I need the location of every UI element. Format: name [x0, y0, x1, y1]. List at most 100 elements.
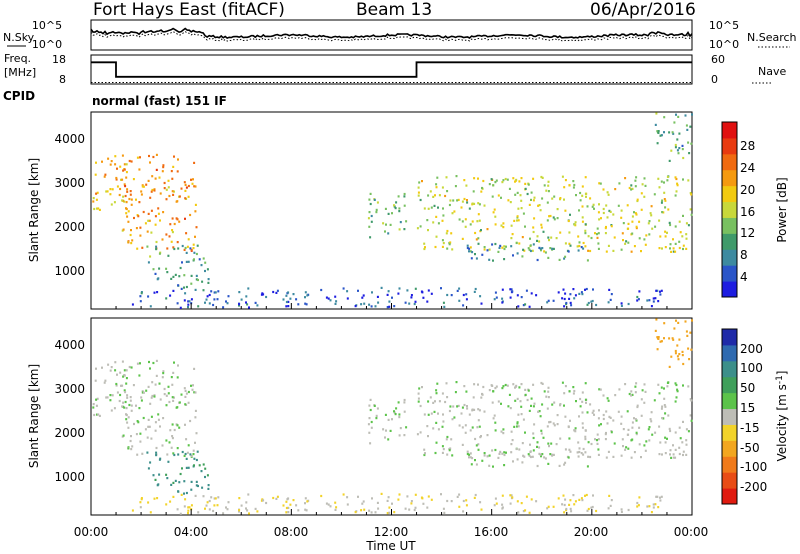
velocity-cell: [387, 438, 390, 441]
velocity-cell: [139, 440, 142, 443]
velocity-cell: [624, 383, 627, 386]
power-cell: [292, 293, 295, 296]
power-cell: [128, 159, 131, 163]
power-cell: [388, 305, 391, 308]
power-cell: [214, 291, 217, 294]
power-cell: [410, 294, 413, 297]
power-cell: [617, 204, 620, 207]
power-cell: [584, 176, 587, 179]
power-cell: [389, 223, 392, 226]
power-cell: [598, 218, 601, 221]
velocity-cell: [663, 322, 666, 325]
power-cell: [434, 245, 437, 249]
velocity-cell: [596, 439, 598, 442]
velocity-cell: [650, 420, 653, 423]
power-cell: [248, 306, 250, 309]
power-cell: [190, 282, 193, 285]
velocity-cell: [124, 400, 127, 404]
velocity-cell: [643, 444, 646, 447]
velocity-cell: [691, 319, 693, 322]
power-cell: [202, 289, 205, 292]
power-cell: [285, 305, 288, 308]
velocity-cell: [190, 488, 193, 491]
power-cell: [442, 242, 445, 245]
velocity-cell: [475, 444, 478, 447]
power-cell: [173, 247, 176, 251]
velocity-cell: [149, 511, 152, 514]
velocity-cell: [435, 441, 438, 444]
velocity-cell: [652, 503, 655, 506]
power-cell: [606, 191, 609, 194]
velocity-cell: [516, 425, 518, 428]
velocity-cell: [437, 412, 439, 415]
power-cell: [589, 197, 592, 200]
velocity-cell: [586, 411, 589, 414]
power-cell: [477, 177, 479, 180]
power-cell: [129, 193, 132, 196]
velocity-cell: [114, 369, 117, 372]
velocity-cell: [121, 384, 124, 387]
velocity-cell: [474, 437, 477, 441]
power-cell: [441, 245, 444, 248]
power-cell: [536, 235, 539, 238]
power-cell: [196, 244, 199, 247]
power-cell: [155, 153, 158, 156]
velocity-cell: [520, 502, 523, 505]
power-cell: [149, 255, 152, 258]
power-cell: [605, 250, 608, 253]
velocity-cell: [455, 381, 458, 384]
power-cell: [668, 159, 671, 162]
velocity-cell: [661, 417, 664, 420]
velocity-cell: [184, 423, 186, 426]
velocity-cell: [462, 510, 465, 513]
velocity-cell: [477, 383, 479, 386]
velocity-cell: [446, 499, 449, 503]
velocity-cell: [185, 438, 188, 441]
velocity-cell: [167, 460, 170, 463]
velocity-cell: [631, 393, 634, 396]
power-cell: [187, 260, 190, 263]
velocity-cell: [552, 505, 555, 508]
velocity-cell: [638, 426, 641, 429]
velocity-cell: [172, 371, 175, 374]
velocity-cell: [297, 509, 300, 512]
power-cell: [133, 216, 135, 220]
power-cell: [681, 235, 684, 238]
velocity-cell: [502, 385, 505, 388]
power-cell: [169, 223, 172, 226]
power-cell: [113, 201, 116, 204]
velocity-cell: [678, 452, 681, 456]
colorbar-swatch: [722, 392, 737, 410]
power-cell: [675, 113, 677, 116]
power-cell: [193, 185, 196, 188]
power-cell: [659, 235, 662, 238]
power-cell: [539, 209, 542, 212]
velocity-cell: [563, 511, 566, 514]
power-cell: [568, 297, 571, 300]
velocity-cell: [465, 499, 468, 502]
power-cell: [652, 300, 655, 303]
velocity-cell: [661, 405, 664, 408]
power-cell: [624, 177, 627, 180]
power-cell: [206, 295, 209, 298]
power-cell: [676, 182, 679, 185]
power-cell: [543, 250, 546, 253]
power-cell: [546, 219, 549, 222]
power-cell: [658, 247, 661, 250]
velocity-cell: [589, 403, 592, 406]
velocity-cell: [204, 467, 207, 470]
velocity-cell: [517, 425, 520, 428]
power-cell: [386, 306, 389, 309]
velocity-cell: [262, 499, 265, 502]
power-cell: [397, 292, 400, 295]
velocity-cell: [113, 407, 116, 410]
power-cell: [570, 304, 573, 307]
power-cell: [606, 216, 609, 219]
power-cell: [104, 173, 107, 176]
power-cell: [540, 175, 543, 179]
velocity-cell: [141, 452, 144, 455]
velocity-cell: [521, 442, 524, 445]
velocity-cell: [584, 435, 587, 438]
velocity-cell: [147, 501, 150, 504]
power-cell: [130, 203, 133, 206]
